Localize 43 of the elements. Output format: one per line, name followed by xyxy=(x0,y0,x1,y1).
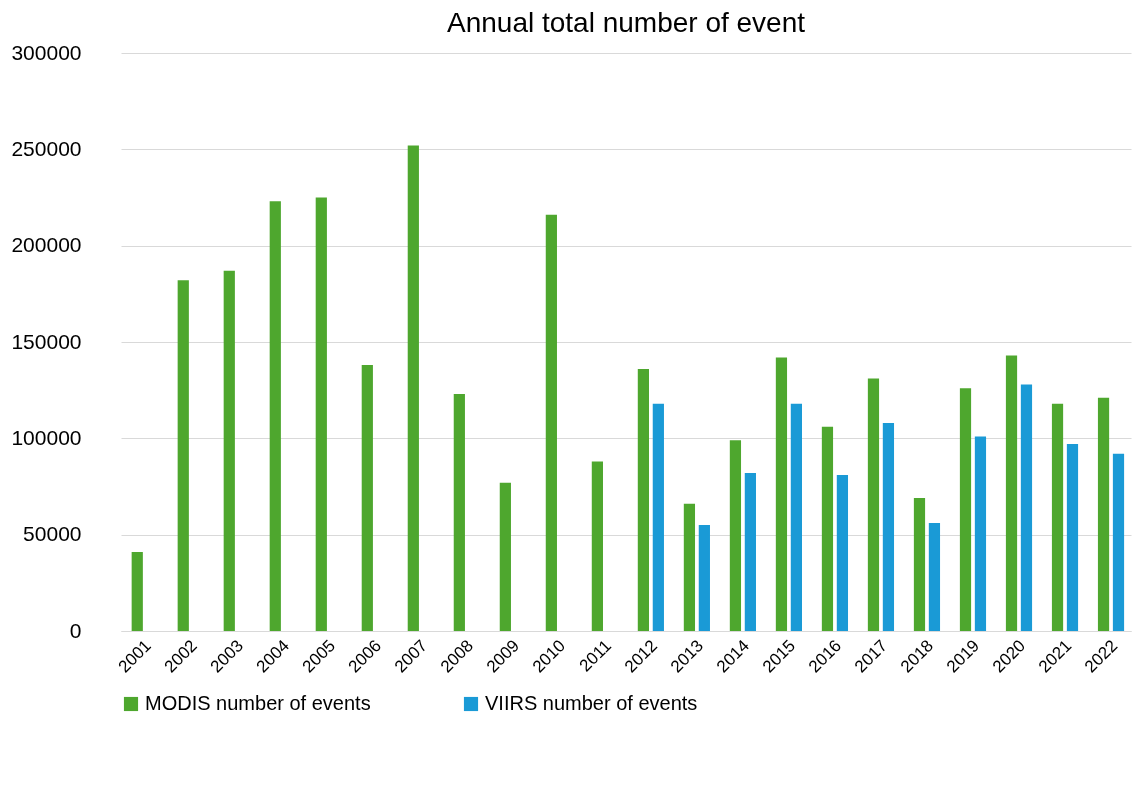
bar xyxy=(315,197,327,631)
chart-title: Annual total number of event xyxy=(446,7,806,38)
y-tick-label: 200000 xyxy=(11,233,82,257)
bar xyxy=(1066,444,1079,631)
bar xyxy=(652,403,664,631)
bar xyxy=(177,280,189,631)
bar xyxy=(836,474,849,631)
bar xyxy=(744,473,756,631)
bar xyxy=(1112,453,1125,631)
bar xyxy=(683,503,696,631)
bar xyxy=(729,440,742,631)
legend-label: MODIS number of events xyxy=(145,692,371,714)
bar xyxy=(1097,397,1110,631)
y-tick-label: 150000 xyxy=(11,329,82,353)
bar xyxy=(928,523,941,631)
bar xyxy=(1020,384,1033,631)
y-tick-label: 0 xyxy=(69,618,82,642)
bar xyxy=(407,145,419,631)
y-tick-label: 100000 xyxy=(11,425,82,449)
bar xyxy=(223,270,235,631)
bar xyxy=(821,426,834,631)
bar xyxy=(591,461,603,631)
bar xyxy=(1051,403,1064,631)
bar xyxy=(1005,355,1018,631)
bar xyxy=(790,403,802,631)
bar xyxy=(499,482,511,631)
bar xyxy=(775,357,788,631)
bar xyxy=(361,365,373,631)
bar xyxy=(867,378,880,631)
bar xyxy=(698,525,710,631)
bar xyxy=(545,214,557,631)
legend-label: VIIRS number of events xyxy=(485,692,698,714)
y-tick-label: 50000 xyxy=(23,522,82,546)
bar xyxy=(269,201,281,631)
y-tick-label: 250000 xyxy=(11,136,82,160)
bar xyxy=(959,388,972,631)
bar xyxy=(453,394,465,631)
bar xyxy=(882,422,895,631)
bar xyxy=(974,436,987,631)
y-tick-label: 300000 xyxy=(11,40,82,64)
bar xyxy=(637,368,650,631)
bar xyxy=(913,498,926,631)
bar xyxy=(131,552,143,631)
